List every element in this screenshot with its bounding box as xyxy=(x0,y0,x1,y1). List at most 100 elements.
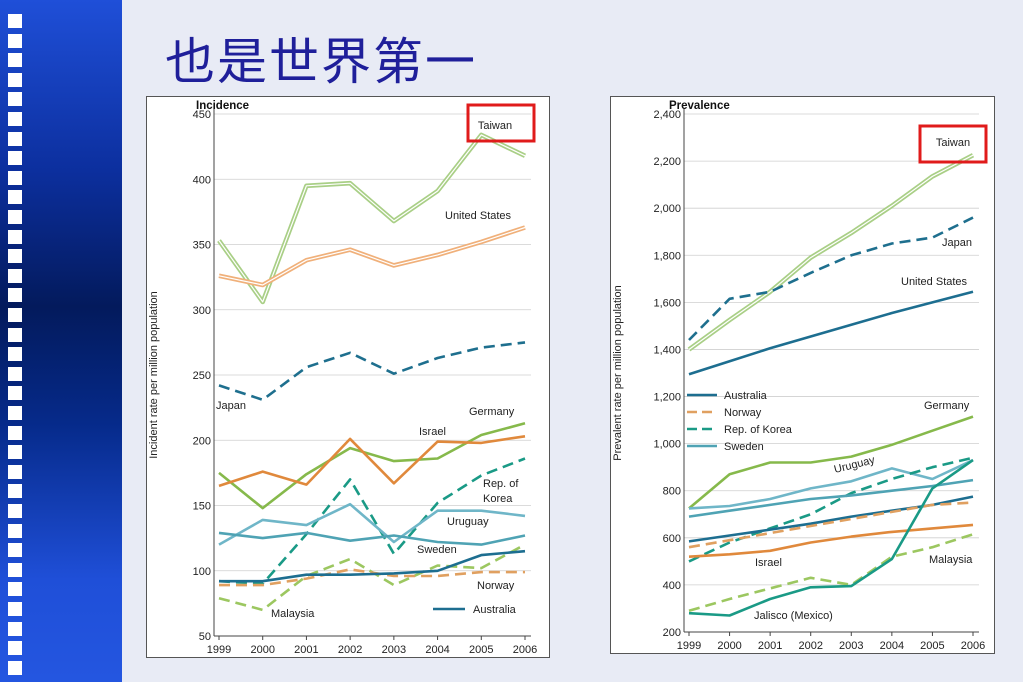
series-line-australia xyxy=(219,549,526,583)
series-label-united-states: United States xyxy=(445,210,512,222)
y-tick-label: 1,200 xyxy=(653,392,681,404)
series-line-malaysia xyxy=(218,543,526,612)
y-tick-label: 400 xyxy=(663,580,681,592)
x-tick-label: 2000 xyxy=(717,640,741,652)
sidebar-square xyxy=(8,92,22,107)
y-tick-label: 2,400 xyxy=(653,109,681,121)
x-tick-label: 2005 xyxy=(920,640,944,652)
y-tick-label: 1,400 xyxy=(653,344,681,356)
x-tick-label: 2001 xyxy=(758,640,782,652)
sidebar-square xyxy=(8,14,22,28)
y-axis-label: Prevalent rate per million population xyxy=(612,285,624,461)
sidebar-decoration xyxy=(0,0,122,682)
y-tick-label: 2,000 xyxy=(653,203,681,215)
series-line-sweden xyxy=(688,478,974,518)
sidebar-square xyxy=(8,386,22,401)
x-tick-label: 2001 xyxy=(294,644,318,656)
y-tick-label: 50 xyxy=(199,631,211,643)
y-axis-label: Incident rate per million population xyxy=(148,291,160,459)
incidence-chart-panel: 50 100 150 200 250 300 350 400 450 1999 2000 2001 20… xyxy=(146,96,550,658)
sidebar-square xyxy=(8,268,22,283)
sidebar-square xyxy=(8,170,22,185)
series-line-sweden xyxy=(218,531,526,546)
legend-label-sweden: Sweden xyxy=(724,441,764,453)
series-label-uruguay: Uruguay xyxy=(447,516,489,528)
sidebar-square xyxy=(8,33,22,48)
y-tick-label: 100 xyxy=(193,566,211,578)
highlight-box xyxy=(466,103,536,143)
series-line-japan xyxy=(218,341,526,402)
series-line-norway xyxy=(219,568,525,587)
sidebar-square xyxy=(8,621,22,636)
sidebar-square xyxy=(8,347,22,362)
x-tick-label: 2004 xyxy=(880,640,904,652)
sidebar-square xyxy=(8,112,22,126)
slide-title: 也是世界第一 xyxy=(165,33,477,91)
y-tick-label: 200 xyxy=(193,435,211,447)
series-line-united-states xyxy=(218,225,526,288)
series-label-jalisco-mexico: Jalisco (Mexico) xyxy=(754,610,833,622)
series-line-rep-of-korea xyxy=(688,456,974,563)
series-line-japan xyxy=(688,216,974,341)
sidebar-square xyxy=(8,210,22,224)
series-line-united-states-inner xyxy=(218,226,526,286)
y-tick-label: 350 xyxy=(193,240,211,252)
sidebar-square xyxy=(8,308,22,322)
x-tick-label: 2006 xyxy=(513,644,537,656)
y-tick-label: 300 xyxy=(193,305,211,317)
y-tick-label: 1,600 xyxy=(653,297,681,309)
x-tick-label: 2002 xyxy=(338,644,362,656)
series-line-germany xyxy=(688,415,974,510)
sidebar-square xyxy=(8,582,22,597)
y-tick-label: 1,800 xyxy=(653,250,681,262)
series-label-malaysia: Malaysia xyxy=(271,608,315,620)
sidebar-square xyxy=(8,72,22,87)
series-label-korea: Korea xyxy=(483,493,513,505)
legend-label-norway: Norway xyxy=(724,407,762,419)
sidebar-square xyxy=(8,151,22,166)
series-line-norway xyxy=(688,501,974,549)
sidebar-square xyxy=(8,660,22,675)
series-line-united-states xyxy=(688,290,974,376)
series-line-uruguay xyxy=(218,502,526,546)
series-line-israel xyxy=(218,435,526,488)
x-tick-label: 2000 xyxy=(250,644,274,656)
sidebar-square xyxy=(8,445,22,460)
sidebar-square xyxy=(8,327,22,342)
legend-label-australia: Australia xyxy=(724,390,768,402)
prevalence-chart: 200 400 600 800 1,000 1,200 1,400 1,600 1,800 2,0… xyxy=(612,100,988,652)
y-tick-label: 150 xyxy=(193,501,211,513)
sidebar-square xyxy=(8,190,22,205)
x-tick-label: 1999 xyxy=(677,640,701,652)
series-label-japan: Japan xyxy=(216,400,246,412)
x-tick-label: 2003 xyxy=(382,644,406,656)
sidebar-square xyxy=(8,523,22,538)
sidebar-square xyxy=(8,504,22,518)
series-line-malaysia xyxy=(688,533,974,613)
sidebar-square xyxy=(8,288,22,303)
series-label-israel: Israel xyxy=(419,426,446,438)
series-label-taiwan: Taiwan xyxy=(936,137,970,149)
series-label-taiwan: Taiwan xyxy=(478,120,512,132)
highlight-box xyxy=(918,124,988,164)
sidebar-square xyxy=(8,425,22,440)
x-tick-label: 2003 xyxy=(839,640,863,652)
series-label-united-states: United States xyxy=(901,276,968,288)
sidebar-square xyxy=(8,249,22,264)
series-label-japan: Japan xyxy=(942,237,972,249)
chart-title: Incidence xyxy=(196,100,249,112)
sidebar-square xyxy=(8,229,22,244)
series-label-germany: Germany xyxy=(924,400,970,412)
x-tick-label: 2005 xyxy=(469,644,493,656)
series-label-australia: Australia xyxy=(473,604,517,616)
sidebar-square xyxy=(8,562,22,577)
y-tick-label: 200 xyxy=(663,627,681,639)
series-line-taiwan xyxy=(687,153,975,352)
series-label-israel: Israel xyxy=(755,557,782,569)
y-tick-label: 600 xyxy=(663,533,681,545)
series-line-jalisco-mexico xyxy=(688,459,974,617)
x-tick-label: 2006 xyxy=(961,640,985,652)
sidebar-square xyxy=(8,53,22,68)
legend-label-rep-of-korea: Rep. of Korea xyxy=(724,424,793,436)
series-line-israel xyxy=(688,523,974,558)
